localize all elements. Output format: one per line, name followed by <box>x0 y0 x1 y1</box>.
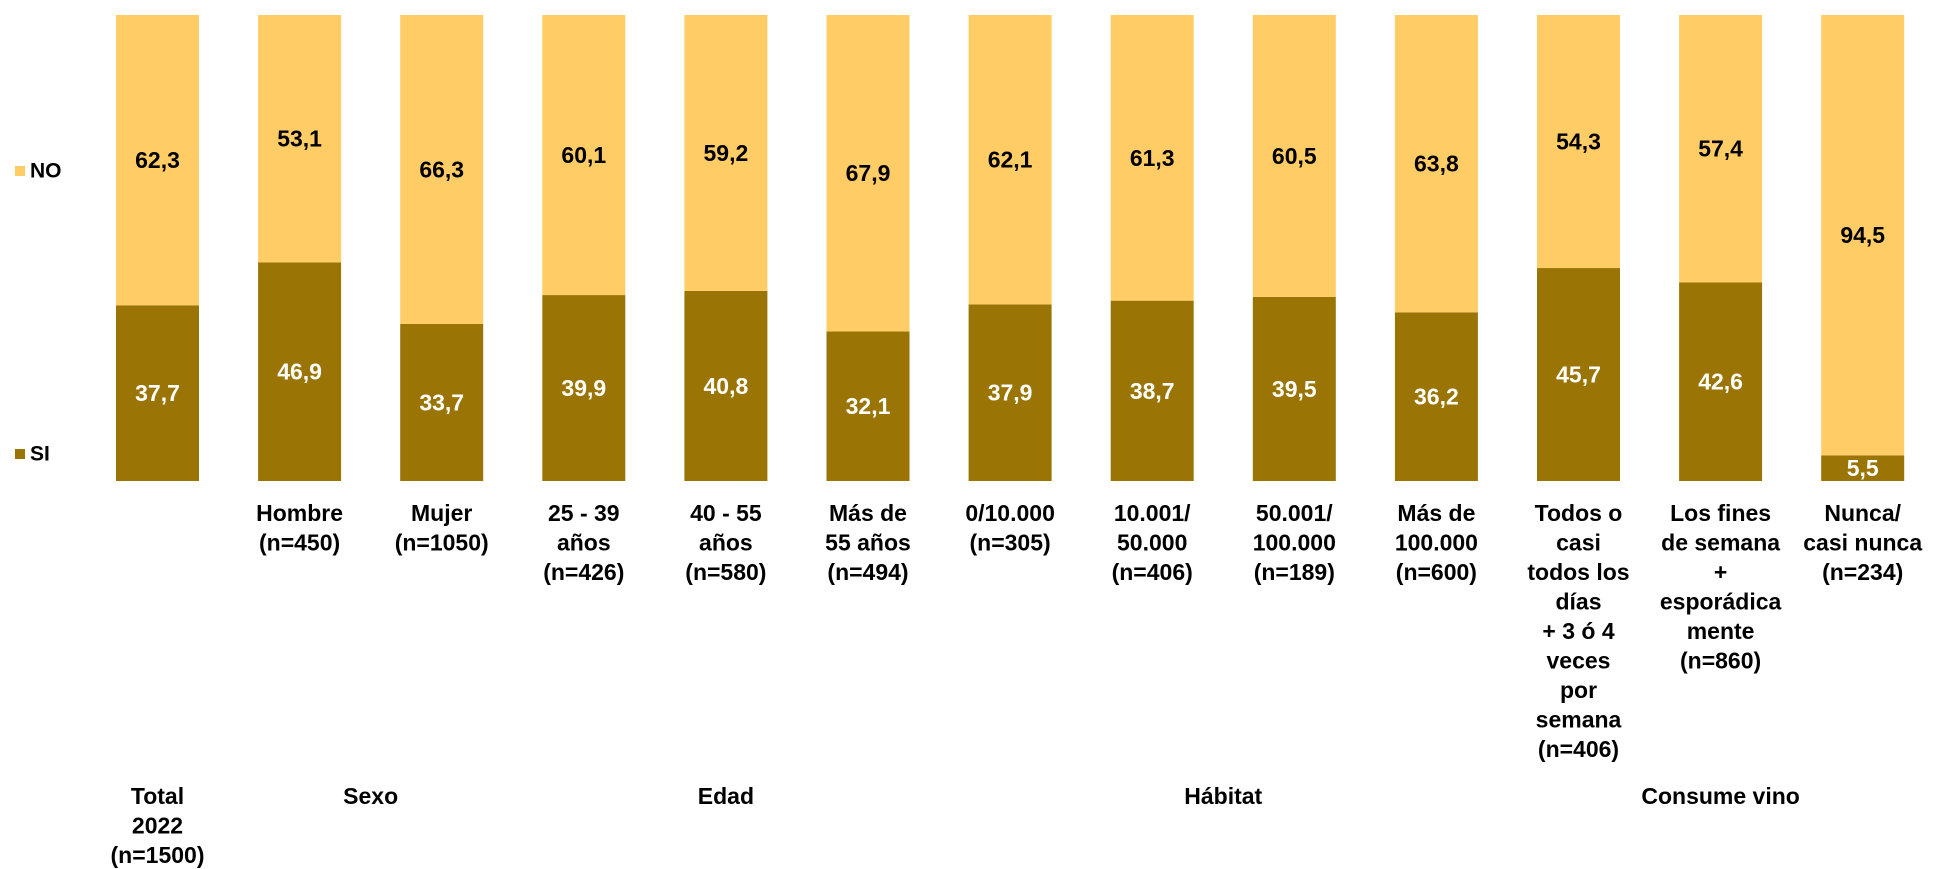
value-label-si-9: 36,2 <box>1414 384 1459 410</box>
category-label-7: 10.001/50.000 (n=406) <box>1112 500 1193 585</box>
legend: SI NO <box>15 160 62 466</box>
bar-no-4 <box>684 15 768 291</box>
value-label-si-11: 42,6 <box>1698 369 1743 395</box>
legend-label-si: SI <box>30 443 50 466</box>
bar-si-10 <box>1537 268 1620 481</box>
value-label-si-7: 38,7 <box>1130 378 1175 404</box>
bar-no-5 <box>826 15 910 332</box>
category-label-2: Mujer (n=1050) <box>395 500 489 556</box>
value-label-si-0: 37,7 <box>135 380 180 406</box>
bar-no-7 <box>1110 15 1194 301</box>
category-label-6: 0/10.000 (n=305) <box>965 500 1055 556</box>
bar-si-2 <box>400 323 484 481</box>
value-label-no-1: 53,1 <box>277 126 322 152</box>
category-label-11: Los fines de semana + esporádica mente (n=860… <box>1660 500 1782 674</box>
bar-no-8 <box>1252 15 1336 297</box>
bar-si-8 <box>1252 296 1336 481</box>
value-label-si-8: 39,5 <box>1272 376 1317 402</box>
legend-label-no: NO <box>30 160 62 183</box>
category-label-4: 40 - 55 años (n=580) <box>685 500 766 585</box>
bar-si-7 <box>1110 300 1194 481</box>
group-label-edad: Edad <box>698 783 754 809</box>
value-label-no-3: 60,1 <box>561 142 606 168</box>
bar-si-12 <box>1821 455 1905 481</box>
bar-no-9 <box>1394 15 1478 313</box>
bar-si-9 <box>1394 312 1478 481</box>
bar-no-1 <box>258 15 342 263</box>
legend-swatch-no <box>15 166 25 176</box>
bar-no-10 <box>1537 15 1620 269</box>
value-label-no-9: 63,8 <box>1414 151 1459 177</box>
value-label-no-0: 62,3 <box>135 147 180 173</box>
legend-swatch-si <box>15 449 25 459</box>
category-label-9: Más de 100.000 (n=600) <box>1395 500 1478 585</box>
bar-no-6 <box>968 15 1052 305</box>
bar-si-6 <box>968 304 1052 481</box>
value-label-si-5: 32,1 <box>846 393 891 419</box>
value-label-si-1: 46,9 <box>277 359 322 385</box>
bar-si-4 <box>684 290 768 481</box>
group-label-hábitat: Hábitat <box>1184 783 1262 809</box>
bar-no-3 <box>542 15 626 296</box>
value-label-si-2: 33,7 <box>419 389 464 415</box>
value-label-si-3: 39,9 <box>561 375 606 401</box>
bar-no-11 <box>1679 15 1763 283</box>
category-label-3: 25 - 39 años (n=426) <box>543 500 624 585</box>
category-label-5: Más de 55 años (n=494) <box>825 500 911 585</box>
value-label-no-10: 54,3 <box>1556 129 1601 155</box>
value-label-no-4: 59,2 <box>704 140 749 166</box>
category-label-1: Hombre (n=450) <box>256 500 343 556</box>
value-label-si-12: 5,5 <box>1847 455 1879 481</box>
category-label-8: 50.001/100.000 (n=189) <box>1253 500 1336 585</box>
value-label-no-5: 67,9 <box>846 160 891 186</box>
category-labels: Hombre (n=450) Mujer (n=1050) 25 - 39 años (n=… <box>256 500 1922 762</box>
value-label-si-6: 37,9 <box>988 380 1033 406</box>
value-label-no-2: 66,3 <box>419 156 464 182</box>
bar-no-2 <box>400 15 484 324</box>
bar-si-0 <box>116 305 199 481</box>
group-label-consume-vino: Consume vino <box>1641 783 1799 809</box>
value-label-no-12: 94,5 <box>1840 222 1885 248</box>
group-label-total: Total 2022 (n=1500) <box>111 783 205 868</box>
value-label-no-6: 62,1 <box>988 147 1033 173</box>
value-label-no-11: 57,4 <box>1698 136 1743 162</box>
group-labels: Total 2022 (n=1500) Sexo Edad Hábitat Consume … <box>111 783 1800 868</box>
bar-no-12 <box>1821 15 1905 456</box>
category-label-10: Todos o casi todos los días + 3 ó 4 veces por s… <box>1527 500 1629 762</box>
value-label-si-10: 45,7 <box>1556 362 1601 388</box>
group-label-sexo: Sexo <box>343 783 398 809</box>
value-label-no-8: 60,5 <box>1272 143 1317 169</box>
value-label-no-7: 61,3 <box>1130 145 1175 171</box>
bar-si-3 <box>542 295 626 481</box>
bars: 37,7 62,3 46,9 53,1 33,7 66,3 39,9 60,1 40,8 59,2… <box>116 15 1905 481</box>
bar-no-0 <box>116 15 199 306</box>
value-label-si-4: 40,8 <box>704 373 749 399</box>
bar-si-11 <box>1679 282 1763 481</box>
category-label-12: Nunca/casi nunca (n=234) <box>1803 500 1922 585</box>
bar-si-5 <box>826 331 910 481</box>
bar-si-1 <box>258 262 342 481</box>
